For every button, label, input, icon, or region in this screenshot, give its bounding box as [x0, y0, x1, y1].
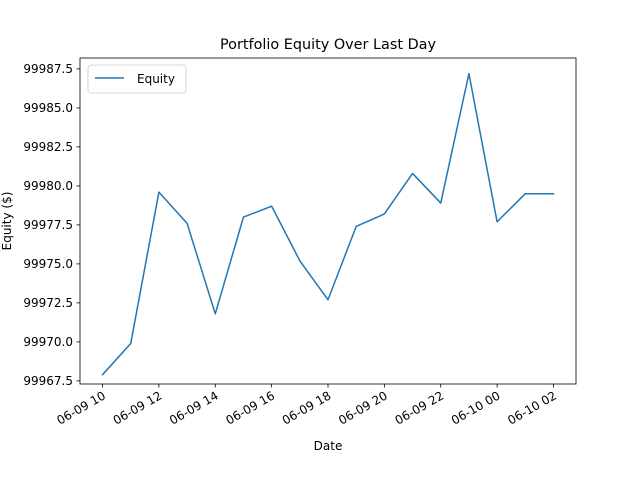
legend: Equity [87, 64, 187, 94]
y-tick-label: 99975.0 [23, 257, 73, 271]
legend-box [87, 64, 187, 94]
y-tick-label: 99970.0 [23, 335, 73, 349]
y-tick-label: 99972.5 [23, 296, 73, 310]
y-tick-label: 99987.5 [23, 62, 73, 76]
plot-background [80, 58, 576, 384]
y-axis-label: Equity ($) [0, 192, 14, 251]
y-tick-label: 99977.5 [23, 218, 73, 232]
x-axis-label: Date [314, 439, 343, 453]
legend-label-equity: Equity [137, 72, 175, 86]
series-line-equity [101, 72, 555, 376]
y-axis: 99967.5 99970.0 99972.5 99975.0 99977.5 99980… [23, 62, 80, 388]
plot-area [80, 58, 576, 384]
chart-title: Portfolio Equity Over Last Day [220, 37, 436, 53]
y-tick-label: 99967.5 [23, 374, 73, 388]
y-tick-label: 99985.0 [23, 101, 73, 115]
y-tick-label: 99982.5 [23, 140, 73, 154]
y-tick-label: 99980.0 [23, 179, 73, 193]
series-layer [101, 72, 555, 376]
